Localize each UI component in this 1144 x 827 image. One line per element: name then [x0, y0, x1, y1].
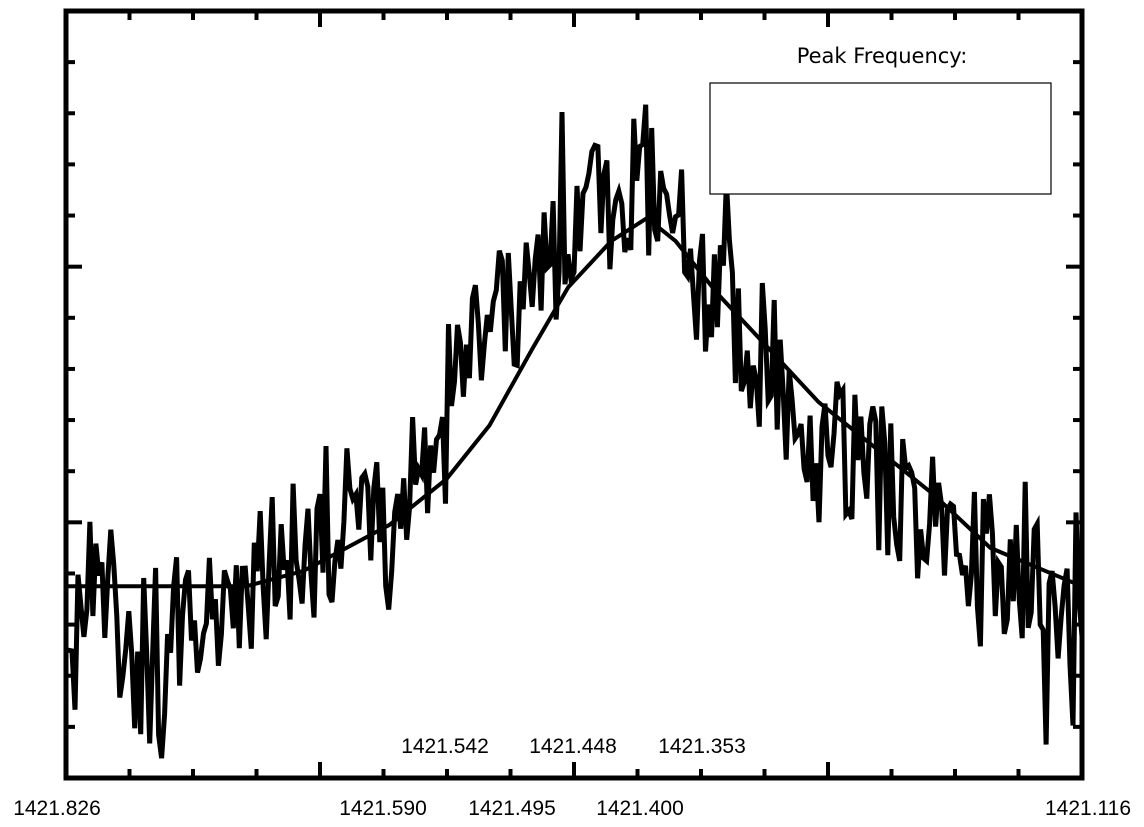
tick-label-1421-448: 1421.448	[529, 735, 617, 758]
series-layer	[65, 104, 1085, 759]
plot-frame	[63, 8, 1085, 781]
tick-label-1421-116: 1421.116	[1045, 797, 1131, 820]
tick-label-1421-542: 1421.542	[401, 735, 489, 758]
series-line-smooth	[66, 215, 1083, 589]
answer-box: Peak Frequency:	[709, 44, 1052, 195]
tick-label-1421-826: 1421.826	[13, 797, 101, 820]
tick-labels: 1421.542 1421.448 1421.353 1421.826 1421…	[13, 735, 1131, 820]
answer-box-label: Peak Frequency:	[797, 44, 968, 68]
tick-label-1421-400: 1421.400	[596, 797, 684, 820]
tick-label-1421-495: 1421.495	[468, 797, 556, 820]
tick-label-1421-590: 1421.590	[339, 797, 427, 820]
series-line-noisy	[65, 104, 1085, 759]
tick-label-1421-353: 1421.353	[658, 735, 746, 758]
answer-box-field[interactable]	[709, 82, 1052, 195]
